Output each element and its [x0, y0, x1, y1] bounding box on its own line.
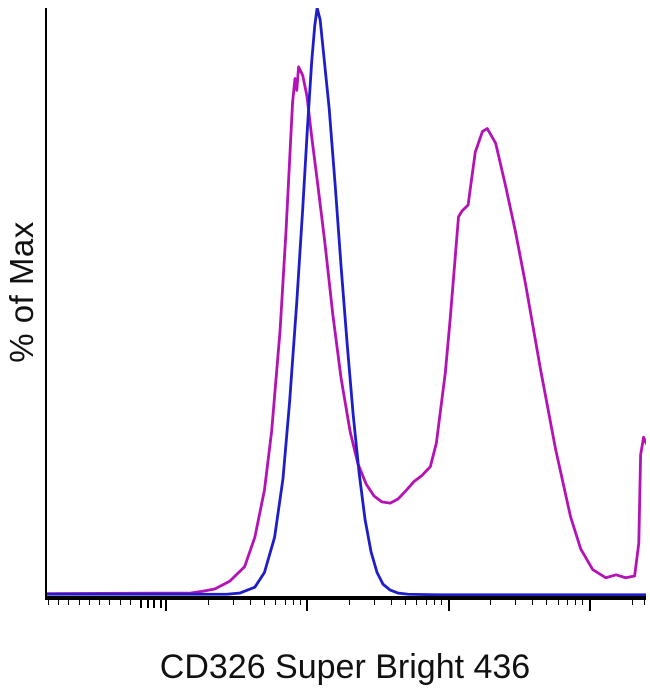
x-axis-tick [292, 600, 294, 605]
x-axis-tick [58, 600, 60, 605]
x-axis-tick [373, 600, 375, 605]
x-axis-tick [146, 600, 149, 608]
x-axis-tick [490, 600, 492, 605]
x-axis-tick [129, 600, 131, 605]
x-axis-tick [433, 600, 435, 605]
x-axis-tick [119, 600, 121, 605]
x-axis-tick [153, 600, 156, 608]
y-axis-label: % of Max [3, 221, 40, 363]
x-axis-tick [88, 600, 90, 605]
x-axis-tick [514, 600, 516, 605]
x-axis-label: CD326 Super Bright 436 [159, 648, 531, 686]
x-axis-tick [404, 600, 406, 605]
curve-control-sample [47, 8, 646, 595]
x-axis-tick [207, 600, 209, 605]
x-axis-tick [139, 600, 142, 608]
x-axis-tick [78, 600, 80, 605]
x-axis-tick [99, 600, 101, 605]
x-axis-tick [165, 600, 168, 611]
x-axis-tick [284, 600, 286, 605]
x-axis-tick [631, 600, 633, 605]
x-axis-tick [306, 600, 309, 611]
x-axis-tick [416, 600, 418, 605]
x-axis-tick [391, 600, 393, 605]
curve-stained-sample [47, 67, 646, 594]
x-axis-tick [644, 600, 646, 605]
x-axis-tick [546, 600, 548, 605]
x-axis-tick [567, 600, 569, 605]
x-axis-tick [109, 600, 111, 605]
x-axis-tick [68, 600, 70, 605]
histogram-curves-svg [47, 8, 646, 596]
x-axis-tick [557, 600, 559, 605]
x-axis-tick [349, 600, 351, 605]
x-axis-ticks [45, 600, 646, 615]
x-axis-tick [575, 600, 577, 605]
x-axis-tick [441, 600, 443, 605]
x-axis-tick [447, 600, 450, 611]
x-axis-tick [232, 600, 234, 605]
x-axis-tick [48, 600, 49, 605]
x-axis-tick [588, 600, 591, 611]
x-axis-tick [299, 600, 301, 605]
x-axis-tick [426, 600, 428, 605]
x-axis-tick [582, 600, 584, 605]
plot-area [45, 8, 646, 600]
x-axis-tick [159, 600, 162, 608]
x-axis-tick [275, 600, 277, 605]
x-axis-tick [532, 600, 534, 605]
x-axis-tick [249, 600, 251, 605]
x-axis-tick [263, 600, 265, 605]
